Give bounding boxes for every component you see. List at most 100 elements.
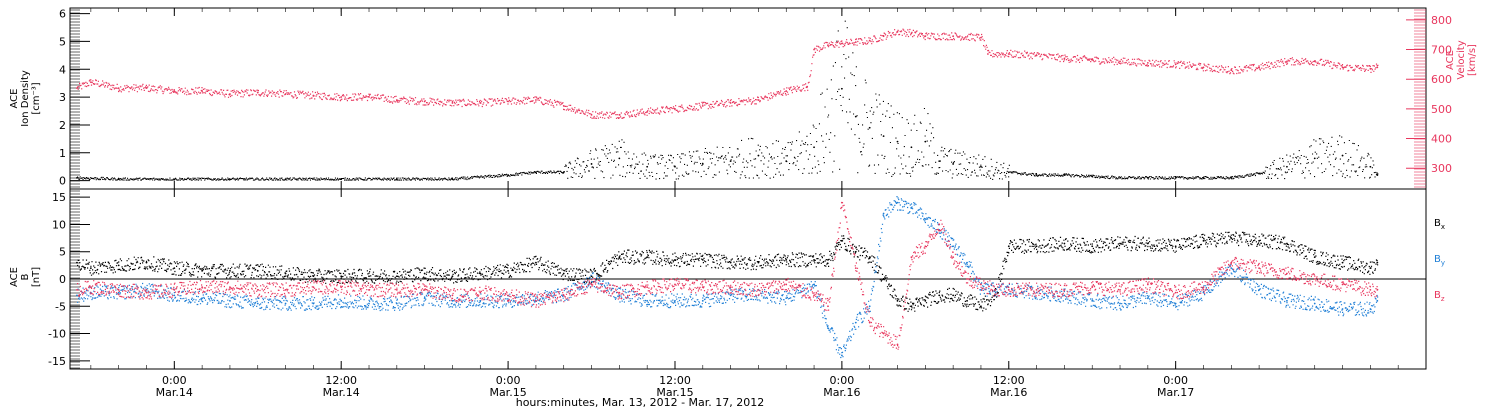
- data-point: [1146, 242, 1149, 245]
- data-point: [1007, 53, 1010, 55]
- data-point: [1035, 54, 1038, 57]
- y-tick-label: 5: [59, 35, 66, 48]
- data-point: [729, 286, 732, 289]
- x-tick-date: Mar.16: [990, 386, 1027, 399]
- data-point: [479, 299, 482, 302]
- data-point: [910, 146, 913, 149]
- data-point: [827, 44, 829, 46]
- data-point: [1091, 299, 1094, 302]
- data-point: [1313, 302, 1316, 305]
- data-point: [340, 96, 343, 98]
- data-point: [1230, 69, 1233, 72]
- data-point: [590, 113, 593, 116]
- data-point: [757, 261, 760, 264]
- data-point: [451, 102, 454, 104]
- data-point: [173, 294, 176, 297]
- y-axis-label-velocity: ACE Velocity [km/s]: [1445, 40, 1478, 79]
- data-point: [924, 35, 927, 38]
- data-point: [368, 275, 370, 278]
- data-point: [646, 299, 649, 302]
- data-point: [1341, 66, 1344, 69]
- data-point: [590, 283, 593, 286]
- data-point: [785, 90, 788, 92]
- data-point: [701, 105, 704, 107]
- data-point: [76, 294, 78, 297]
- data-point: [868, 126, 871, 129]
- y-tick-label-right: 600: [1431, 73, 1452, 86]
- y-axis-label-b-line: [nT]: [31, 267, 42, 287]
- data-point: [1119, 60, 1121, 63]
- data-point: [340, 275, 343, 278]
- data-point: [562, 272, 565, 275]
- data-point: [1369, 165, 1372, 168]
- data-point: [1313, 60, 1316, 63]
- data-point: [618, 291, 621, 294]
- data-point: [882, 212, 885, 215]
- data-point: [1230, 176, 1233, 179]
- data-point: [618, 113, 621, 116]
- data-point: [1146, 283, 1149, 286]
- data-point: [535, 261, 537, 264]
- data-point: [827, 259, 829, 261]
- data-point: [284, 93, 287, 95]
- y-tick-label: 3: [59, 91, 66, 104]
- data-point: [201, 297, 204, 299]
- data-point: [1091, 245, 1094, 248]
- data-point: [729, 102, 732, 104]
- y-tick-label: 10: [52, 218, 66, 231]
- data-point: [952, 245, 955, 248]
- data-point: [507, 174, 509, 176]
- x-tick-date: Mar.15: [656, 386, 693, 399]
- data-point: [1230, 237, 1233, 239]
- data-point: [840, 239, 843, 242]
- y-tick-label: -5: [55, 300, 66, 313]
- data-point: [1063, 174, 1066, 176]
- data-point: [1286, 242, 1288, 245]
- legend-entry-by: By: [1434, 254, 1445, 267]
- data-point: [451, 294, 454, 297]
- data-point: [882, 135, 885, 137]
- x-tick-time: 12:00: [325, 374, 357, 387]
- data-point: [980, 283, 982, 286]
- data-point: [395, 178, 398, 181]
- data-point: [868, 39, 871, 42]
- legend-subscript: x: [1441, 223, 1445, 231]
- data-point: [368, 96, 370, 98]
- data-point: [1230, 261, 1233, 264]
- data-point: [590, 163, 593, 165]
- data-point: [882, 332, 885, 335]
- data-point: [89, 286, 92, 289]
- data-point: [229, 93, 231, 95]
- data-point: [229, 299, 231, 302]
- data-point: [284, 272, 287, 275]
- data-point: [1376, 289, 1379, 291]
- data-point: [1341, 261, 1344, 264]
- x-tick-date: Mar.14: [156, 386, 193, 399]
- y-axis-label-b-line: ACE: [9, 267, 20, 287]
- data-point: [1341, 154, 1344, 157]
- data-point: [256, 91, 259, 94]
- data-point: [854, 321, 857, 324]
- data-point: [145, 261, 148, 264]
- y-axis-label-b: ACE B [nT]: [9, 267, 42, 287]
- data-point: [1202, 176, 1205, 179]
- data-point: [910, 32, 913, 35]
- data-point: [451, 299, 454, 302]
- data-point: [701, 299, 704, 302]
- y-axis-label-velocity-line: ACE: [1445, 50, 1456, 70]
- legend-subscript: z: [1441, 295, 1445, 303]
- data-point: [395, 275, 398, 278]
- x-tick-time: 0:00: [1163, 374, 1188, 387]
- data-point: [896, 201, 899, 204]
- data-point: [117, 178, 120, 181]
- y-axis-label-b-line: B: [20, 273, 31, 280]
- data-point: [813, 294, 815, 297]
- data-point: [173, 90, 176, 92]
- data-point: [938, 223, 941, 226]
- data-point: [938, 294, 941, 297]
- data-point: [201, 90, 204, 92]
- data-point: [868, 256, 871, 259]
- y-axis-label-density: ACE Ion Density [cm⁻³]: [9, 70, 42, 127]
